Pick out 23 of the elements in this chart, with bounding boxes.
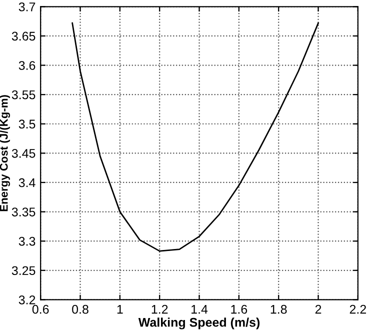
y-tick-label: 3.55 — [12, 90, 36, 100]
y-tick-label: 3.5 — [18, 120, 36, 129]
y-axis-title: Energy Cost (J/(Kg-m) — [0, 95, 10, 212]
x-tick-label: 1.6 — [231, 304, 248, 314]
x-tick-label: 1.8 — [270, 304, 287, 314]
y-tick-label: 3.4 — [18, 178, 36, 188]
line-series — [72, 22, 319, 252]
y-tick-label: 3.2 — [18, 296, 36, 304]
y-tick-label: 3.45 — [12, 148, 36, 158]
y-tick-label: 3.3 — [18, 236, 36, 246]
x-tick-label: 2.2 — [350, 304, 366, 314]
y-tick-label: 3.35 — [12, 208, 36, 216]
y-tick-label: 3.7 — [18, 2, 36, 12]
y-tick-label: 3.6 — [18, 61, 36, 70]
x-tick-label: 2 — [315, 304, 322, 314]
y-tick-label: 3.65 — [12, 32, 36, 41]
x-tick-label: 1.4 — [192, 305, 208, 314]
x-tick-label: 0.6 — [32, 304, 49, 314]
x-tick-label: 1 — [117, 305, 123, 314]
x-tick-label: 0.8 — [72, 304, 88, 314]
x-tick-label: 1.2 — [152, 304, 168, 314]
y-tick-label: 3.25 — [12, 266, 36, 276]
x-axis-title: Walking Speed (m/s) — [138, 318, 260, 330]
